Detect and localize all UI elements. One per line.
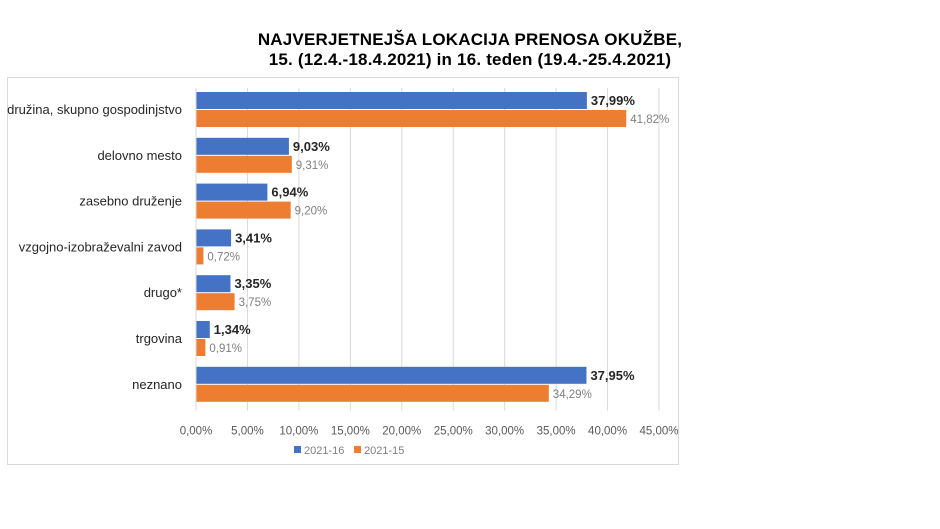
bar-2021-16 [196, 321, 210, 338]
bar-2021-15 [196, 293, 235, 311]
x-tick-label: 20,00% [382, 426, 421, 438]
data-label: 37,99% [591, 93, 636, 108]
bar-2021-16 [196, 183, 268, 201]
x-tick-label: 45,00% [639, 426, 678, 438]
x-tick-label: 15,00% [331, 426, 370, 438]
bar-2021-15 [196, 201, 291, 219]
data-label: 1,34% [214, 322, 251, 337]
x-tick-label: 40,00% [588, 426, 627, 438]
x-tick-label: 0,00% [180, 426, 213, 438]
legend-swatch-2021-15 [354, 446, 361, 453]
bar-2021-16 [196, 366, 587, 384]
chart-frame [7, 77, 679, 465]
category-label: neznano [132, 377, 182, 392]
data-label: 41,82% [630, 114, 669, 126]
data-label: 0,91% [209, 343, 242, 355]
x-tick-label: 5,00% [231, 426, 264, 438]
chart-title-line-2: 15. (12.4.-18.4.2021) in 16. teden (19.4… [268, 50, 672, 69]
category-label: družina, skupno gospodinjstvo [7, 102, 182, 117]
data-label: 34,29% [553, 389, 592, 401]
data-label: 3,41% [235, 230, 272, 245]
bar-2021-16 [196, 92, 587, 109]
bar-2021-15 [196, 110, 627, 127]
bar-2021-15 [196, 155, 292, 173]
x-tick-label: 10,00% [279, 426, 318, 438]
category-label: vzgojno-izobraževalni zavod [19, 239, 182, 254]
data-label: 37,95% [590, 368, 635, 383]
category-label: delovno mesto [97, 148, 182, 163]
x-tick-label: 35,00% [537, 426, 576, 438]
chart-title-line-1: NAJVERJETNEJŠA LOKACIJA PRENOSA OKUŽBE, [257, 30, 683, 49]
bar-2021-16 [196, 275, 231, 293]
legend-label: 2021-15 [364, 445, 404, 457]
data-label: 6,94% [271, 185, 308, 200]
data-label: 0,72% [207, 251, 240, 263]
category-label: trgovina [136, 331, 183, 346]
bar-2021-15 [196, 247, 204, 265]
category-label: zasebno druženje [79, 194, 182, 209]
bar-2021-15 [196, 339, 206, 356]
bar-2021-16 [196, 229, 232, 247]
x-tick-label: 30,00% [485, 426, 524, 438]
bar-2021-15 [196, 384, 549, 402]
bar-2021-16 [196, 137, 289, 155]
data-label: 3,35% [234, 276, 271, 291]
data-label: 9,03% [293, 139, 330, 154]
data-label: 9,31% [296, 160, 329, 172]
data-label: 9,20% [295, 206, 328, 218]
category-label: drugo* [144, 285, 182, 300]
legend-swatch-2021-16 [294, 446, 301, 453]
x-tick-label: 25,00% [434, 426, 473, 438]
legend-label: 2021-16 [304, 445, 344, 457]
data-label: 3,75% [239, 297, 272, 309]
